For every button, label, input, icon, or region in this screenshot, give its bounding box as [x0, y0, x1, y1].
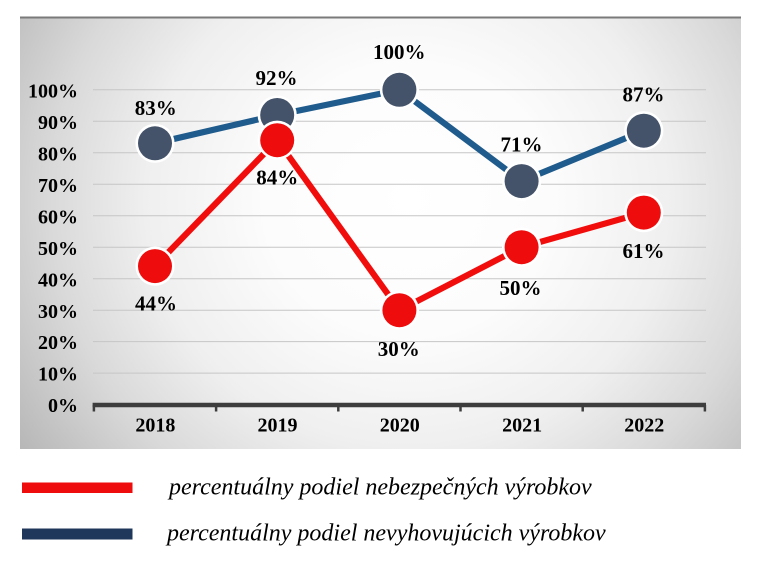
svg-text:83%: 83%	[135, 96, 177, 120]
svg-text:30%: 30%	[38, 301, 78, 323]
svg-text:0%: 0%	[48, 395, 78, 417]
svg-text:90%: 90%	[38, 112, 78, 134]
svg-text:2022: 2022	[624, 415, 664, 437]
svg-text:2021: 2021	[502, 415, 542, 437]
svg-text:2018: 2018	[135, 415, 175, 437]
svg-text:2020: 2020	[380, 415, 420, 437]
svg-text:2019: 2019	[258, 415, 298, 437]
svg-text:percentuálny podiel nevyhovujú: percentuálny podiel nevyhovujúcich výrob…	[165, 521, 606, 547]
svg-text:30%: 30%	[378, 337, 420, 361]
svg-text:40%: 40%	[38, 269, 78, 291]
svg-text:50%: 50%	[500, 276, 542, 300]
svg-text:60%: 60%	[38, 206, 78, 228]
svg-text:84%: 84%	[256, 166, 298, 190]
svg-text:80%: 80%	[38, 143, 78, 165]
svg-text:20%: 20%	[38, 332, 78, 354]
svg-text:100%: 100%	[28, 80, 78, 102]
svg-text:61%: 61%	[623, 239, 665, 263]
svg-text:87%: 87%	[623, 83, 665, 107]
svg-text:50%: 50%	[38, 238, 78, 260]
svg-text:70%: 70%	[38, 175, 78, 197]
svg-text:92%: 92%	[256, 66, 298, 90]
svg-text:44%: 44%	[135, 292, 177, 316]
svg-text:10%: 10%	[38, 364, 78, 386]
svg-text:percentuálny podiel nebezpečný: percentuálny podiel nebezpečných výrobko…	[167, 475, 592, 501]
svg-text:100%: 100%	[373, 40, 426, 64]
svg-text:71%: 71%	[501, 133, 543, 157]
